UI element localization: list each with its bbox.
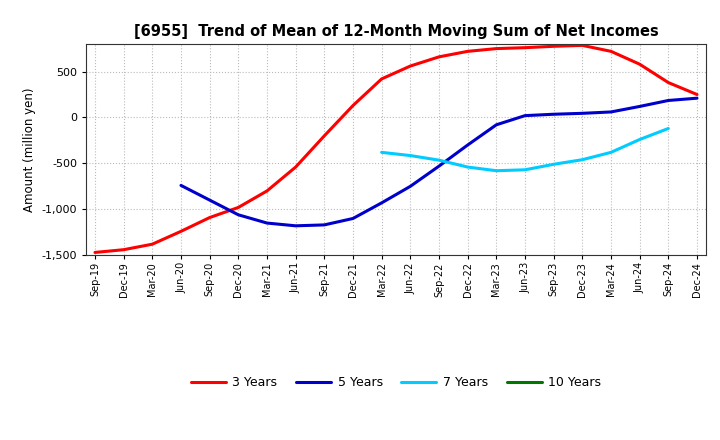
5 Years (464, 143, 472, 148)
3 Years (521, 45, 529, 50)
5 Years (377, 200, 386, 205)
3 Years (205, 215, 214, 220)
7 Years (607, 150, 616, 155)
5 Years (635, 104, 644, 109)
7 Years (464, 165, 472, 170)
7 Years (664, 126, 672, 131)
5 Years (664, 98, 672, 103)
5 Years (234, 212, 243, 217)
3 Years (348, 103, 357, 108)
7 Years (406, 153, 415, 158)
5 Years (521, 113, 529, 118)
Legend: 3 Years, 5 Years, 7 Years, 10 Years: 3 Years, 5 Years, 7 Years, 10 Years (186, 371, 606, 394)
3 Years (320, 133, 328, 139)
Line: 7 Years: 7 Years (382, 128, 668, 171)
7 Years (521, 167, 529, 172)
3 Years (693, 92, 701, 97)
3 Years (176, 229, 185, 234)
5 Years (320, 222, 328, 227)
3 Years (607, 49, 616, 54)
5 Years (578, 111, 587, 116)
3 Years (549, 44, 558, 49)
5 Years (205, 198, 214, 203)
Title: [6955]  Trend of Mean of 12-Month Moving Sum of Net Incomes: [6955] Trend of Mean of 12-Month Moving … (134, 24, 658, 39)
3 Years (148, 242, 157, 247)
7 Years (492, 168, 500, 173)
Line: 3 Years: 3 Years (95, 45, 697, 253)
Y-axis label: Amount (million yen): Amount (million yen) (23, 88, 36, 212)
5 Years (435, 164, 444, 169)
3 Years (91, 250, 99, 255)
7 Years (377, 150, 386, 155)
7 Years (578, 157, 587, 162)
5 Years (693, 95, 701, 101)
3 Years (377, 76, 386, 81)
3 Years (578, 43, 587, 48)
3 Years (435, 54, 444, 59)
5 Years (292, 223, 300, 228)
5 Years (176, 183, 185, 188)
3 Years (492, 46, 500, 51)
5 Years (263, 220, 271, 226)
3 Years (464, 49, 472, 54)
5 Years (549, 112, 558, 117)
7 Years (549, 161, 558, 167)
3 Years (263, 188, 271, 194)
3 Years (406, 63, 415, 69)
5 Years (492, 122, 500, 128)
Line: 5 Years: 5 Years (181, 98, 697, 226)
5 Years (348, 216, 357, 221)
7 Years (635, 137, 644, 142)
5 Years (406, 183, 415, 189)
3 Years (292, 165, 300, 170)
3 Years (635, 62, 644, 67)
5 Years (607, 109, 616, 114)
7 Years (435, 158, 444, 163)
3 Years (664, 80, 672, 85)
3 Years (120, 247, 128, 252)
3 Years (234, 205, 243, 210)
